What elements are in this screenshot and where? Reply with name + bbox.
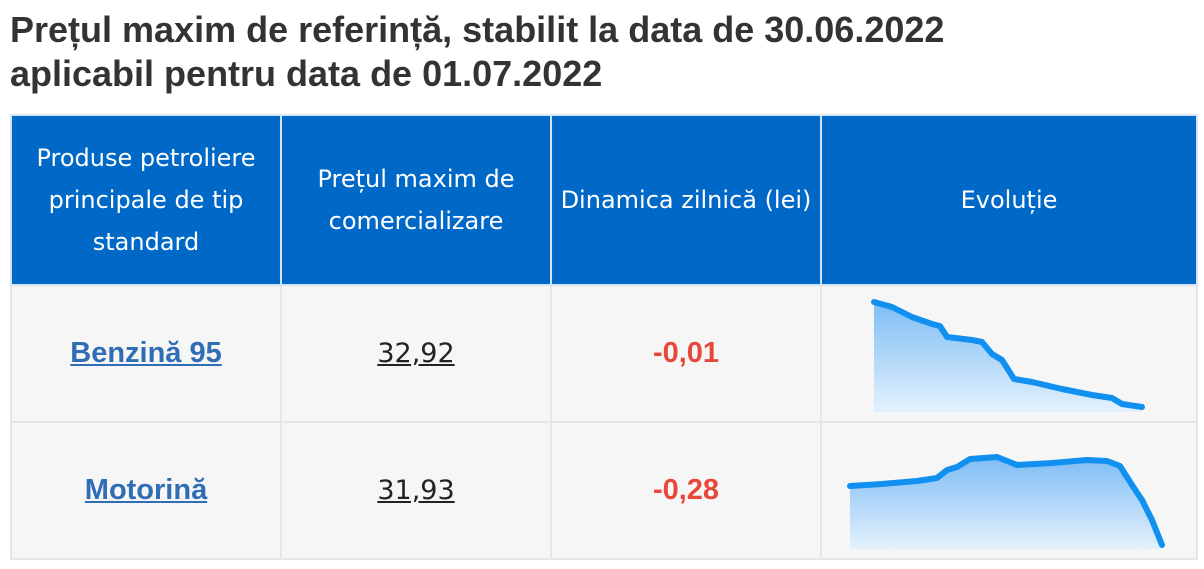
- change: -0,01: [652, 337, 720, 369]
- price: 31,93: [377, 475, 455, 506]
- change: -0,28: [652, 474, 720, 506]
- sparkline: [847, 454, 1165, 549]
- row: Motorină 31,93 -0,28: [10, 421, 1198, 560]
- price: 32,92: [377, 338, 455, 369]
- cell: [820, 421, 1198, 560]
- header-cell: Dinamica zilnică (lei): [550, 114, 822, 286]
- sparkline-line: [847, 454, 1165, 548]
- header-cell: Evoluție: [820, 114, 1198, 286]
- sparkline: [871, 299, 1145, 412]
- cell: [820, 284, 1198, 423]
- header-row: Produse petroliere principale de tip sta…: [10, 114, 1198, 286]
- title-line: Prețul maxim de referință, stabilit la d…: [10, 9, 945, 50]
- product-link[interactable]: Benzină 95: [70, 337, 222, 369]
- sparkline-line: [871, 299, 1145, 410]
- header-cell: Prețul maxim de comercializare: [280, 114, 552, 286]
- cell: Motorină: [10, 421, 282, 560]
- title-line: aplicabil pentru data de 01.07.2022: [10, 53, 603, 94]
- cell: Benzină 95: [10, 284, 282, 423]
- title: Prețul maxim de referință, stabilit la d…: [10, 8, 944, 96]
- cell: -0,28: [550, 421, 822, 560]
- cell: 31,93: [280, 421, 552, 560]
- cell: -0,01: [550, 284, 822, 423]
- row: Benzină 95 32,92 -0,01: [10, 284, 1198, 423]
- sparkline-area: [850, 457, 1162, 549]
- cell: 32,92: [280, 284, 552, 423]
- product-link[interactable]: Motorină: [84, 474, 208, 506]
- header-cell: Produse petroliere principale de tip sta…: [10, 114, 282, 286]
- price-table: Produse petroliere principale de tip sta…: [10, 114, 1198, 560]
